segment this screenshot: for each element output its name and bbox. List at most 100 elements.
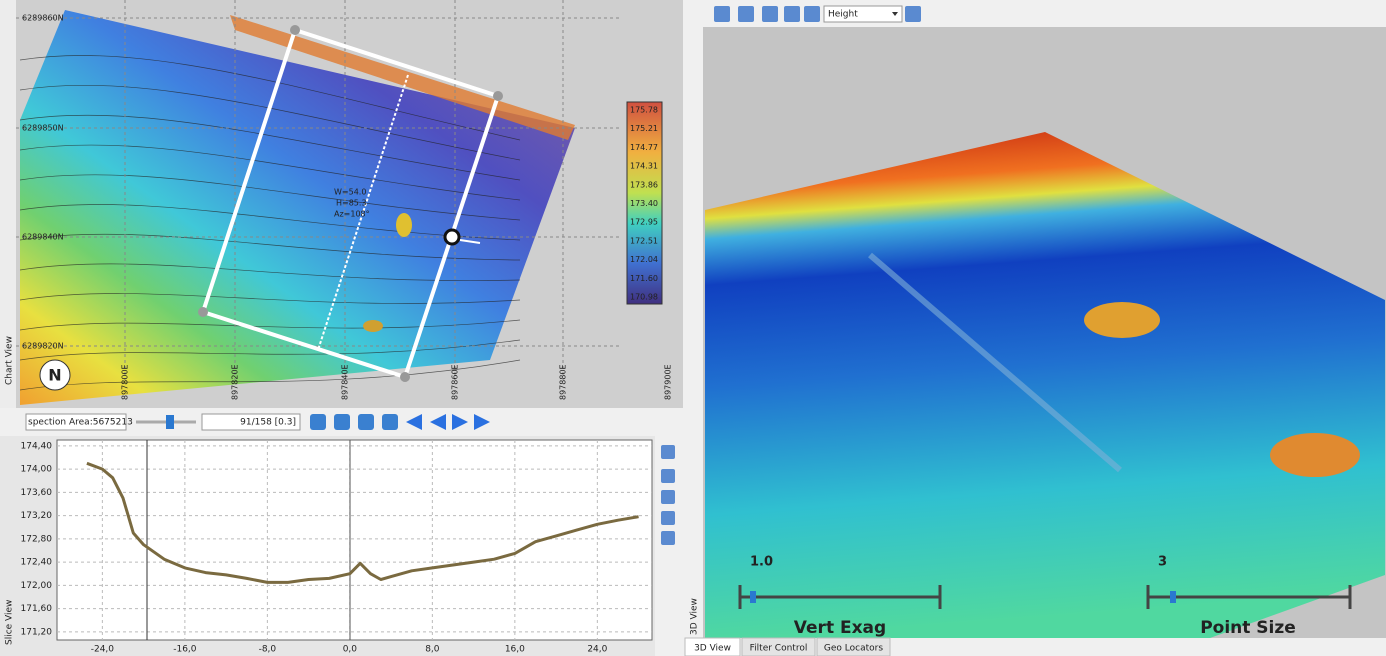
contour-line [19,174,521,221]
contour-line [19,293,521,304]
playback-button[interactable] [474,414,490,430]
easting-label: 897800E [121,364,130,400]
northing-label: 6289850N [22,124,64,133]
y-tick-label: 171,20 [21,627,53,637]
area-handle[interactable] [400,372,410,382]
tool-button[interactable] [661,490,675,504]
tool-button[interactable] [738,6,754,22]
x-tick-label: -24,0 [91,645,115,655]
side-label: Slice View [5,600,15,645]
tool-button[interactable] [762,6,778,22]
tool-button[interactable] [661,445,675,459]
contour-line [19,319,521,331]
area-handle[interactable] [493,91,503,101]
slider-value: 1.0 [750,555,773,570]
area-field[interactable] [25,413,127,431]
contour-line [19,359,521,391]
area-field-text: spection Area:5675213 [28,418,133,428]
target-mound [1270,433,1360,477]
contour-line [19,339,521,361]
northing-label: 6289840N [22,233,64,242]
y-tick-label: 173,60 [21,488,53,498]
frame-field-text: 91/158 [0.3] [240,418,296,428]
tool-button[interactable] [784,6,800,22]
contour-line [19,233,521,261]
slider-thumb[interactable] [1170,591,1176,603]
y-tick-label: 171,60 [21,604,53,614]
area-handle[interactable] [198,307,208,317]
slider-label: Point Size [1200,618,1296,638]
tool-button[interactable] [714,6,730,22]
legend-label: 175.21 [630,124,658,133]
easting-label: 897860E [451,364,460,400]
slice-line [317,74,409,351]
slider-value: 3 [1158,555,1167,570]
tool-button[interactable] [358,414,374,430]
playback-button[interactable] [452,414,468,430]
easting-label: 897840E [341,364,350,400]
northing-label: 6289860N [22,14,64,23]
x-tick-label: -16,0 [173,645,197,655]
bathymetry-surface [20,10,575,405]
tool-button[interactable] [905,6,921,22]
easting-label: 897900E [664,364,673,400]
tool-button[interactable] [661,469,675,483]
target-blob [396,213,412,237]
tool-button[interactable] [334,414,350,430]
x-tick-label: 8,0 [425,645,440,655]
x-tick-label: 0,0 [343,645,358,655]
mode-select-text: Height [828,10,858,20]
legend-label: 173.40 [630,199,658,208]
easting-label: 897880E [559,364,568,400]
profile-line [86,461,639,584]
plot-area [56,439,653,641]
y-tick-label: 174,40 [21,441,53,451]
tool-button[interactable] [382,414,398,430]
legend-label: 175.78 [630,106,658,115]
tab[interactable] [741,637,816,656]
legend-label: 172.95 [630,218,658,227]
tool-button[interactable] [661,531,675,545]
target-mound [1084,302,1160,338]
target-blob [363,320,383,332]
playback-button[interactable] [406,414,422,430]
side-label: Chart View [5,336,15,385]
playback-button[interactable] [430,414,446,430]
tab-label: Geo Locators [824,644,883,654]
x-tick-label: -8,0 [259,645,277,655]
north-arrow [39,359,71,391]
rotate-handle[interactable] [443,228,461,246]
x-tick-label: 16,0 [505,645,525,655]
tab-label: Filter Control [750,644,808,654]
contour-line [19,114,521,181]
tab-label: 3D View [694,644,731,654]
frame-field[interactable] [201,413,301,431]
y-tick-label: 172,80 [21,534,53,544]
mode-select[interactable] [823,5,903,23]
tab[interactable] [684,637,741,656]
divider [683,0,703,656]
side-strip [0,0,16,408]
legend-label: 174.77 [630,143,658,152]
legend-label: 172.51 [630,236,658,245]
tool-button[interactable] [310,414,326,430]
y-tick-label: 172,00 [21,581,53,591]
legend-label: 170.98 [630,293,658,302]
tool-button[interactable] [804,6,820,22]
pipeline-trench [868,252,1122,473]
frame-slider-thumb[interactable] [166,415,174,429]
tool-button[interactable] [661,511,675,525]
legend-bar [626,101,663,305]
legend-label: 171.60 [630,274,658,283]
contour-line [19,55,521,141]
bathymetry-shoal-edge [230,15,575,140]
legend-label: 172.04 [630,255,658,264]
area-handle[interactable] [290,25,300,35]
slider-thumb[interactable] [750,591,756,603]
contour-line [19,84,521,161]
side-label: 3D View [690,598,700,635]
contour-line [19,263,521,282]
area-annotation: Az=108° [334,210,370,219]
tab[interactable] [816,637,891,656]
